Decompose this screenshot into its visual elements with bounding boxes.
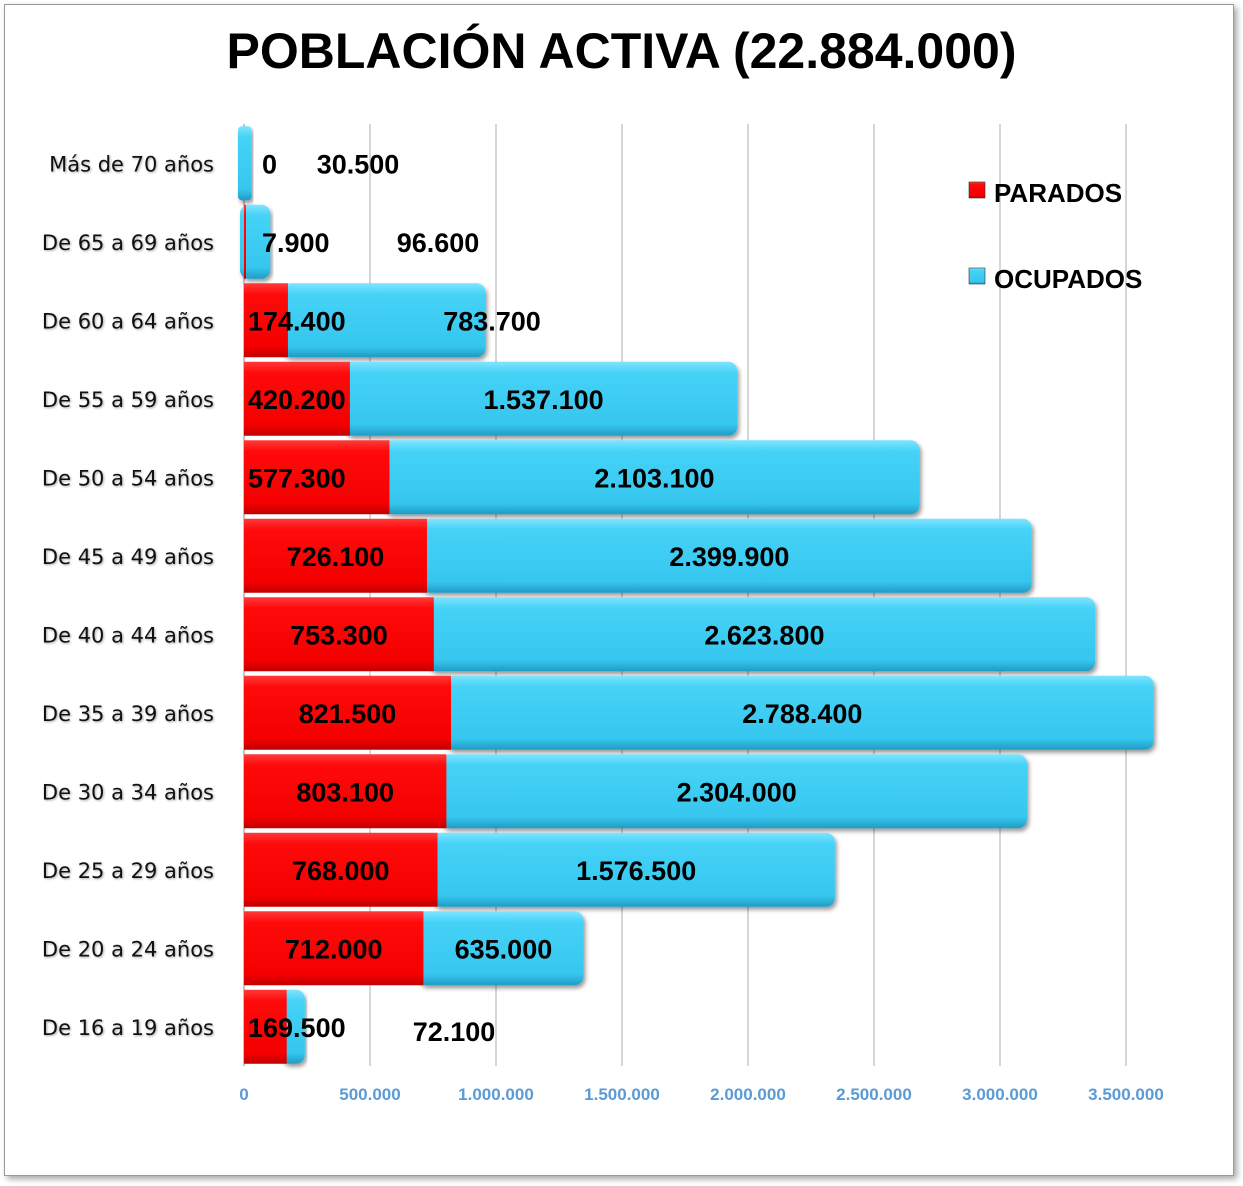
bar-parados (244, 675, 452, 750)
category-label: De 65 a 69 años (42, 231, 214, 255)
bar-parados (244, 989, 287, 1064)
x-tick-label: 2.500.000 (836, 1085, 912, 1104)
value-label-parados: 174.400 (248, 306, 346, 336)
legend-swatch-ocupados (968, 267, 986, 285)
bar-parados (244, 440, 390, 515)
category-label: De 16 a 19 años (42, 1016, 214, 1040)
category-label: De 35 a 39 años (42, 702, 214, 726)
x-tick-label: 1.000.000 (458, 1085, 534, 1104)
legend-swatch-parados (968, 181, 986, 199)
value-label-parados: 821.500 (299, 699, 397, 729)
value-label-parados: 726.100 (287, 542, 385, 572)
category-label: De 55 a 59 años (42, 388, 214, 412)
value-label-parados: 577.300 (248, 463, 346, 493)
bar-ocupados (440, 754, 1027, 829)
chart-title: POBLACIÓN ACTIVA (22.884.000) (226, 23, 1017, 79)
bar-ocupados (281, 283, 486, 358)
legend-label-ocupados: OCUPADOS (994, 264, 1142, 294)
bar-ocupados (383, 440, 920, 515)
category-label: De 60 a 64 años (42, 309, 214, 333)
value-label-ocupados: 2.623.800 (704, 620, 824, 650)
x-tick-label: 0 (239, 1085, 248, 1104)
category-label: De 30 a 34 años (42, 780, 214, 804)
category-label: De 45 a 49 años (42, 545, 214, 569)
bar-parados (244, 518, 427, 593)
x-tick-label: 1.500.000 (584, 1085, 660, 1104)
value-label-ocupados: 2.304.000 (677, 777, 797, 807)
value-label-ocupados: 1.576.500 (576, 856, 696, 886)
bar-ocupados (420, 518, 1032, 593)
value-label-ocupados: 96.600 (397, 228, 480, 258)
value-label-ocupados: 72.100 (413, 1017, 496, 1047)
bar-ocupados (427, 597, 1096, 672)
bar-parados (244, 754, 447, 829)
bar-ocupados (343, 361, 738, 436)
category-label: De 20 a 24 años (42, 937, 214, 961)
value-label-ocupados: 2.103.100 (594, 463, 714, 493)
category-label: De 25 a 29 años (42, 859, 214, 883)
x-tick-label: 500.000 (339, 1085, 400, 1104)
value-label-parados: 169.500 (248, 1013, 346, 1043)
x-tick-label: 2.000.000 (710, 1085, 786, 1104)
x-tick-label: 3.000.000 (962, 1085, 1038, 1104)
bar-parados (244, 283, 288, 358)
x-tick-label: 3.500.000 (1088, 1085, 1164, 1104)
value-label-parados: 803.100 (296, 777, 394, 807)
bar-ocupados (431, 832, 835, 907)
value-label-parados: 7.900 (262, 228, 330, 258)
value-label-ocupados: 783.700 (443, 306, 541, 336)
value-label-parados: 768.000 (292, 856, 390, 886)
value-label-parados: 420.200 (248, 385, 346, 415)
legend-label-parados: PARADOS (994, 178, 1122, 208)
value-label-ocupados: 1.537.100 (484, 385, 604, 415)
category-label: De 50 a 54 años (42, 466, 214, 490)
bar-ocupados (445, 675, 1154, 750)
category-label: Más de 70 años (49, 152, 214, 176)
bar-ocupados (239, 204, 271, 279)
bar-ocupados (417, 911, 584, 986)
bar-parados (244, 597, 434, 672)
category-label: De 40 a 44 años (42, 623, 214, 647)
value-label-parados: 753.300 (290, 620, 388, 650)
bar-parados (244, 911, 424, 986)
value-label-ocupados: 2.788.400 (742, 699, 862, 729)
bar-parados (244, 832, 438, 907)
bar-parados (244, 361, 350, 436)
value-label-ocupados: 2.399.900 (669, 542, 789, 572)
value-label-ocupados: 30.500 (317, 149, 400, 179)
bar-ocupados (280, 989, 305, 1064)
bar-ocupados (238, 126, 252, 201)
bar-parados (244, 204, 246, 279)
value-label-parados: 712.000 (285, 934, 383, 964)
value-label-parados: 0 (262, 149, 277, 179)
value-label-ocupados: 635.000 (455, 934, 553, 964)
